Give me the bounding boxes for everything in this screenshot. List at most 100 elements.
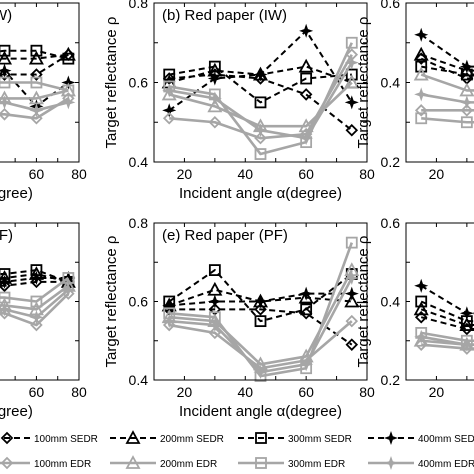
- data-point: [0, 95, 12, 110]
- data-point: [298, 58, 314, 73]
- series-line: [420, 284, 474, 315]
- data-point: [345, 123, 359, 137]
- series-400mm-edr: [414, 329, 474, 352]
- x-tick-label: 60: [298, 384, 314, 400]
- x-tick-label: 40: [237, 384, 253, 400]
- data-point: [208, 115, 222, 129]
- series-line: [420, 73, 474, 92]
- y-tick-label: 0.4: [381, 75, 401, 91]
- data-point: [253, 67, 268, 82]
- data-point: [415, 60, 428, 73]
- data-point: [459, 317, 474, 331]
- legend: 100mm SEDR 200mm SEDR 300mm SEDR 400mm SEDR…: [0, 430, 474, 471]
- data-point: [414, 87, 429, 102]
- chart-panel-4: 60 80 (degree) ncrete (PF): [0, 222, 87, 420]
- series-line: [421, 116, 474, 124]
- legend-label: 100mm SEDR: [34, 434, 98, 445]
- legend-marker: [255, 457, 267, 469]
- data-point: [254, 72, 267, 85]
- data-point: [0, 274, 12, 289]
- data-point: [254, 148, 267, 160]
- data-point: [299, 307, 313, 320]
- data-point: [253, 123, 268, 138]
- legend-entry-400mm-edr: 400mm EDR: [368, 455, 474, 471]
- data-point: [459, 95, 474, 110]
- data-point: [30, 68, 43, 81]
- data-point: [0, 279, 11, 293]
- legend-entry-300mm-edr: 300mm EDR: [238, 457, 345, 470]
- data-point: [345, 36, 358, 49]
- plot-frame: [0, 222, 80, 381]
- legend-label: 300mm EDR: [288, 459, 345, 470]
- legend-entry-100mm-sedr: 100mm SEDR: [0, 431, 98, 445]
- data-point: [299, 23, 314, 38]
- plot-frame: [405, 2, 474, 163]
- series-line: [420, 335, 474, 346]
- chart-panel-5: 20 40 60 80 0.4 0.6 0.8 Incident angle α(degree…: [103, 215, 375, 420]
- data-point: [29, 310, 44, 325]
- data-point: [0, 68, 11, 81]
- data-point: [30, 275, 43, 289]
- data-point: [344, 55, 359, 70]
- series-line: [420, 308, 474, 327]
- x-axis-label: Incident angle α(degree): [179, 403, 342, 420]
- data-point: [30, 112, 43, 125]
- data-point: [460, 104, 474, 117]
- chart-panel-1: 60 80 (degree) ncrete (IW): [0, 2, 87, 202]
- data-point: [29, 270, 44, 285]
- y-tick-label: 0.8: [129, 0, 149, 11]
- series-200mm-sedr: [413, 301, 474, 331]
- x-tick-label: 80: [359, 384, 375, 400]
- series-100mm-edr: [414, 104, 474, 117]
- data-point: [414, 310, 428, 324]
- data-point: [300, 72, 313, 85]
- data-point: [0, 76, 11, 89]
- panel-title: ncrete (PF): [0, 227, 13, 244]
- series-400mm-edr: [162, 270, 359, 380]
- legend-marker: [383, 455, 399, 471]
- series-100mm-sedr: [414, 310, 474, 336]
- x-tick-label: 20: [429, 384, 445, 400]
- data-point: [413, 332, 429, 347]
- data-point: [299, 88, 313, 101]
- chart-panel-3: 200.20.40.6IncTarget reflectance ρ: [355, 0, 474, 182]
- data-point: [344, 74, 360, 89]
- data-point: [163, 68, 176, 81]
- series-300mm-sedr: [163, 60, 358, 109]
- data-point: [162, 103, 177, 118]
- series-400mm-sedr: [414, 27, 474, 74]
- data-point: [162, 83, 177, 98]
- data-point: [207, 91, 222, 106]
- legend-marker: [0, 456, 14, 470]
- x-tick-label: 60: [298, 166, 314, 182]
- chart-panel-6: 200.20.40.6IncTarget reflectance ρ: [355, 215, 474, 400]
- x-tick-label: 60: [29, 384, 45, 400]
- data-point: [413, 66, 429, 81]
- legend-marker: [125, 430, 141, 444]
- data-point: [414, 278, 429, 293]
- data-point: [254, 131, 267, 145]
- data-point: [208, 326, 222, 340]
- legend-entry-100mm-edr: 100mm EDR: [0, 456, 91, 470]
- data-point: [207, 281, 223, 296]
- legend-label: 400mm SEDR: [418, 434, 474, 445]
- legend-label: 200mm EDR: [160, 459, 217, 470]
- data-point: [415, 112, 428, 125]
- data-point: [207, 318, 222, 333]
- x-tick-label: 80: [71, 384, 87, 400]
- data-point: [414, 52, 428, 65]
- series-line: [0, 276, 70, 303]
- legend-label: 400mm EDR: [418, 459, 474, 470]
- series-line: [420, 93, 474, 104]
- data-point: [298, 289, 314, 304]
- x-axis-label: Incident angle α(degree): [179, 185, 342, 202]
- panel-title: ncrete (IW): [0, 7, 12, 24]
- data-point: [253, 365, 268, 380]
- series-300mm-edr: [415, 112, 474, 129]
- series-400mm-edr: [162, 55, 359, 146]
- series-100mm-edr: [0, 92, 75, 125]
- data-point: [460, 342, 474, 355]
- series-400mm-edr: [0, 95, 76, 118]
- y-tick-label: 0.4: [129, 154, 149, 170]
